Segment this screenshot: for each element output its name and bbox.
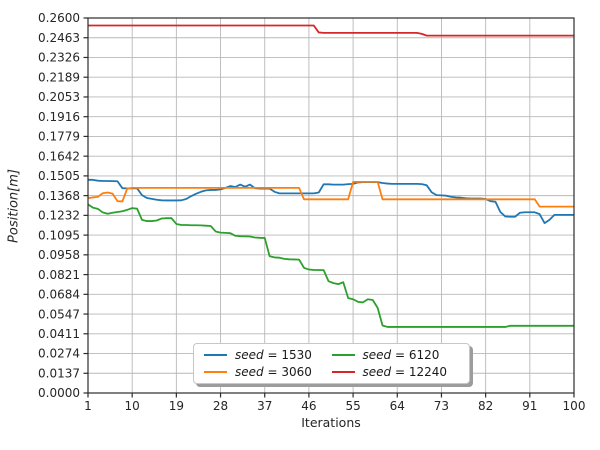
x-tick-label: 73 [434, 399, 449, 413]
x-tick-label: 55 [345, 399, 360, 413]
series-line-seed-6120 [87, 203, 574, 328]
y-tick-label: 0.1642 [38, 149, 80, 163]
y-tick-label: 0.1505 [38, 169, 80, 183]
x-tick-label: 91 [522, 399, 537, 413]
axes-border [87, 17, 575, 394]
y-axis-label: Position[m] [6, 169, 22, 243]
y-tick-label: 0.0684 [38, 288, 80, 302]
legend-item-seed-1530: seed = 1530 [204, 348, 332, 362]
axes-background [88, 18, 574, 393]
legend-line-sample-seed-3060 [204, 370, 227, 373]
y-tick-label: 0.0274 [38, 347, 80, 361]
x-tick-label: 100 [563, 399, 586, 413]
legend-label-seed-3060: seed = 3060 [235, 364, 312, 379]
y-tick-label: 0.1779 [38, 130, 80, 144]
y-tick-label: 0.0000 [38, 386, 80, 400]
legend-line-sample-seed-6120 [331, 354, 355, 357]
y-tick-label: 0.0137 [38, 366, 80, 380]
legend-line-sample-seed-1530 [204, 354, 227, 357]
legend-item-seed-3060: seed = 3060 [204, 365, 332, 379]
y-tick-label: 0.0411 [38, 327, 80, 341]
y-tick-label: 0.2189 [38, 70, 80, 84]
x-tick-label: 37 [257, 399, 272, 413]
y-tick-label: 0.0821 [38, 268, 80, 282]
x-tick-label: 64 [390, 399, 405, 413]
x-tick-label: 28 [213, 399, 228, 413]
x-tick-label: 1 [84, 399, 92, 413]
x-tick-label: 19 [169, 399, 184, 413]
series-line-seed-12240 [88, 24, 574, 37]
y-tick-label: 0.2053 [38, 90, 80, 104]
legend-item-seed-6120: seed = 6120 [331, 348, 460, 363]
legend-box: seed = 1530 seed = 3060 seed = 6120 seed = … [193, 343, 470, 384]
series-line-seed-3060 [87, 180, 574, 208]
legend-label-seed-1530: seed = 1530 [235, 348, 312, 363]
y-tick-label: 0.1095 [38, 228, 80, 242]
legend-line-sample-seed-12240 [331, 370, 355, 373]
y-tick-label: 0.2463 [38, 31, 80, 45]
y-tick-label: 0.2326 [38, 51, 80, 65]
y-tick-label: 0.1232 [38, 209, 80, 223]
y-tick-label: 0.1916 [38, 110, 80, 124]
y-tick-label: 0.2600 [38, 11, 80, 25]
legend-label-seed-6120: seed = 6120 [362, 348, 440, 363]
y-tick-label: 0.0958 [38, 248, 80, 262]
legend-label-seed-12240: seed = 12240 [362, 364, 448, 379]
legend-item-seed-12240: seed = 12240 [331, 364, 460, 379]
x-tick-label: 82 [478, 399, 493, 413]
x-tick-label: 46 [301, 399, 316, 413]
x-axis-label: Iterations [301, 415, 361, 430]
y-tick-label: 0.0547 [38, 307, 80, 321]
y-tick-label: 0.1368 [38, 189, 80, 203]
series-line-seed-1530 [88, 178, 574, 225]
x-tick-label: 10 [125, 399, 140, 413]
